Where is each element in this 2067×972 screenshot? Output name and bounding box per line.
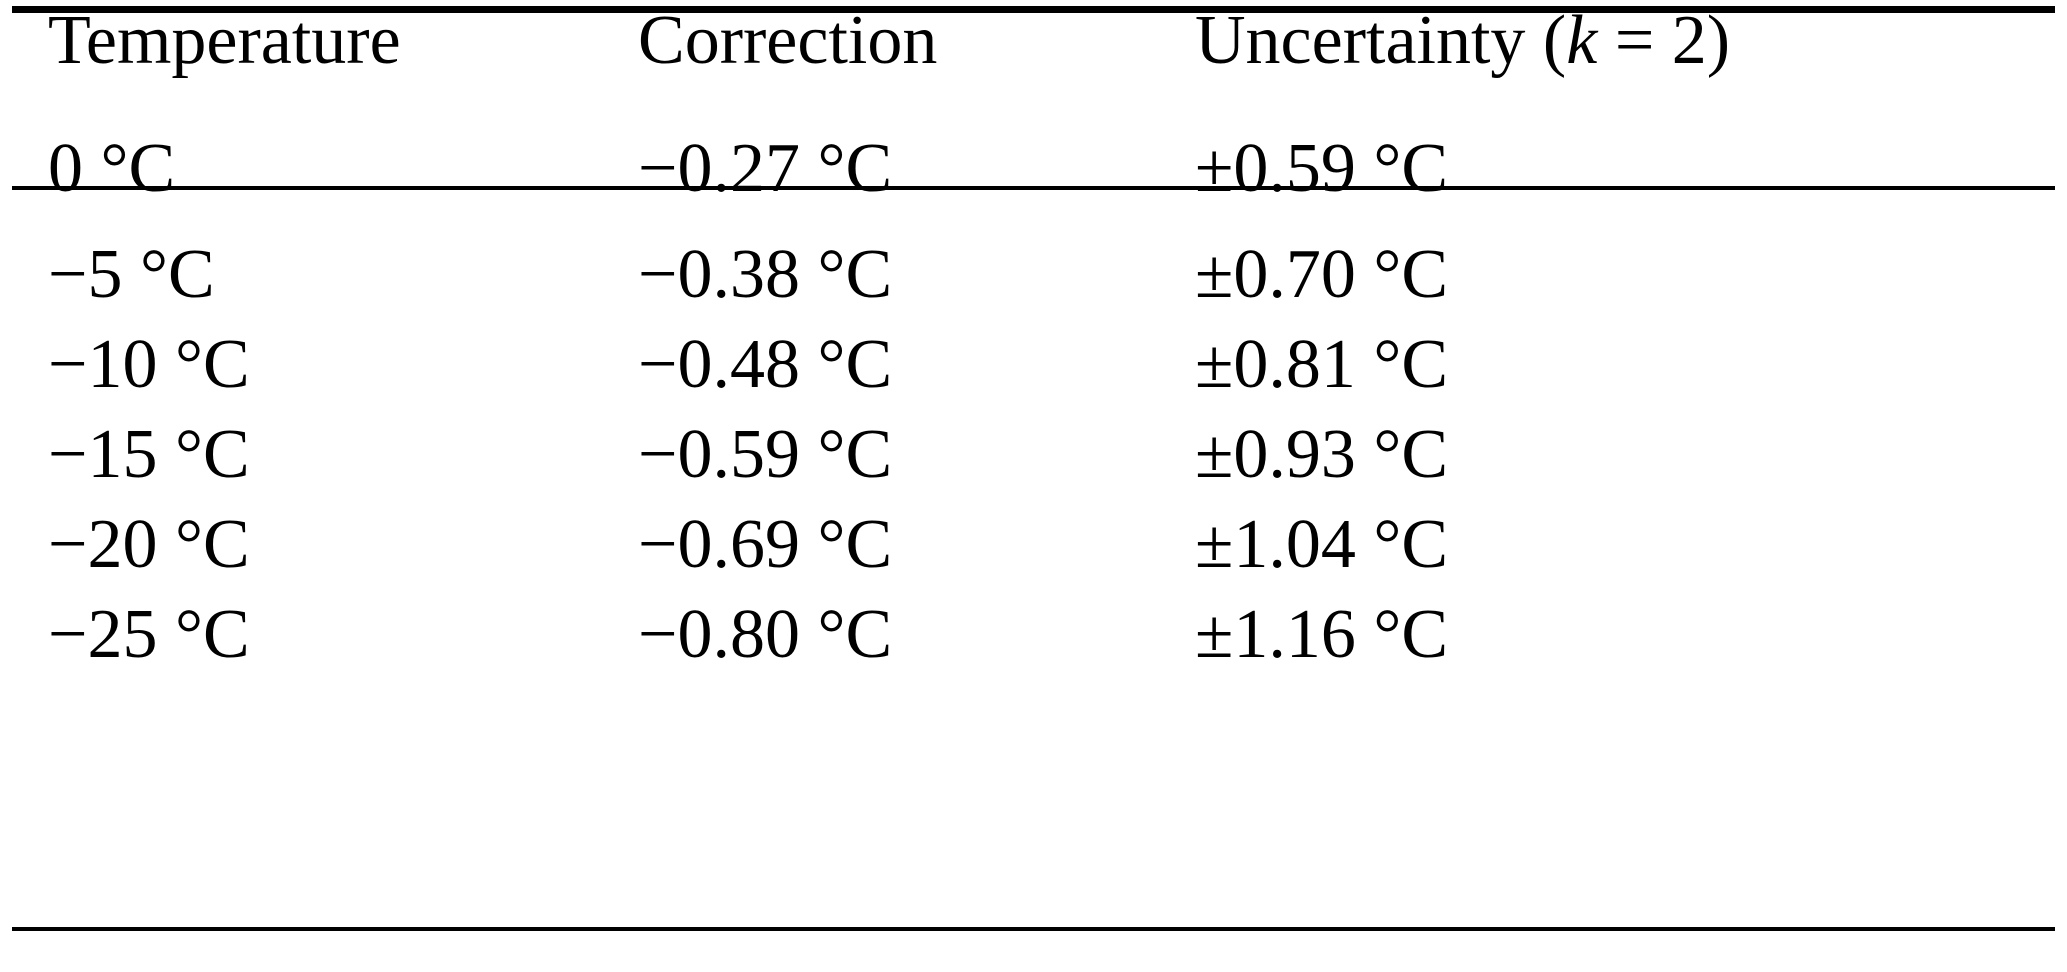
cell-uncertainty: ±1.16 °C: [1195, 596, 1449, 673]
cell-uncertainty: ±0.70 °C: [1195, 236, 1449, 313]
cell-uncertainty: ±0.93 °C: [1195, 416, 1449, 493]
column-header-correction: Correction: [638, 2, 938, 79]
cell-temperature: −20 °C: [48, 506, 250, 583]
cell-temperature: −10 °C: [48, 326, 250, 403]
cell-correction: −0.27 °C: [638, 130, 893, 207]
table-top-rule: [12, 6, 2055, 13]
cell-correction: −0.38 °C: [638, 236, 893, 313]
table-row: −15 °C −0.59 °C ±0.93 °C: [0, 420, 2067, 510]
cell-correction: −0.80 °C: [638, 596, 893, 673]
cell-temperature: −25 °C: [48, 596, 250, 673]
table-row: −5 °C −0.38 °C ±0.70 °C: [0, 240, 2067, 330]
cell-correction: −0.69 °C: [638, 506, 893, 583]
table-header: Temperature Correction Uncertainty (k = …: [0, 6, 2067, 134]
cell-temperature: 0 °C: [48, 130, 176, 207]
table-body: 0 °C −0.27 °C ±0.59 °C −5 °C −0.38 °C ±0…: [0, 134, 2067, 690]
uncertainty-label-suffix: = 2): [1597, 2, 1731, 79]
coverage-factor-symbol: k: [1566, 2, 1598, 79]
cell-uncertainty: ±0.59 °C: [1195, 130, 1449, 207]
table-header-row: Temperature Correction Uncertainty (k = …: [0, 6, 2067, 134]
cell-correction: −0.59 °C: [638, 416, 893, 493]
cell-uncertainty: ±0.81 °C: [1195, 326, 1449, 403]
column-header-temperature: Temperature: [48, 2, 401, 79]
table-row: −25 °C −0.80 °C ±1.16 °C: [0, 600, 2067, 690]
table-bottom-rule: [12, 927, 2055, 931]
uncertainty-label-prefix: Uncertainty (: [1195, 2, 1567, 79]
cell-temperature: −5 °C: [48, 236, 215, 313]
cell-correction: −0.48 °C: [638, 326, 893, 403]
table-row: −10 °C −0.48 °C ±0.81 °C: [0, 330, 2067, 420]
cell-uncertainty: ±1.04 °C: [1195, 506, 1449, 583]
column-header-uncertainty: Uncertainty (k = 2): [1185, 6, 2067, 134]
table-row: 0 °C −0.27 °C ±0.59 °C: [0, 134, 2067, 240]
table-header-rule: [12, 186, 2055, 190]
cell-temperature: −15 °C: [48, 416, 250, 493]
table-row: −20 °C −0.69 °C ±1.04 °C: [0, 510, 2067, 600]
calibration-table: Temperature Correction Uncertainty (k = …: [0, 6, 2067, 690]
